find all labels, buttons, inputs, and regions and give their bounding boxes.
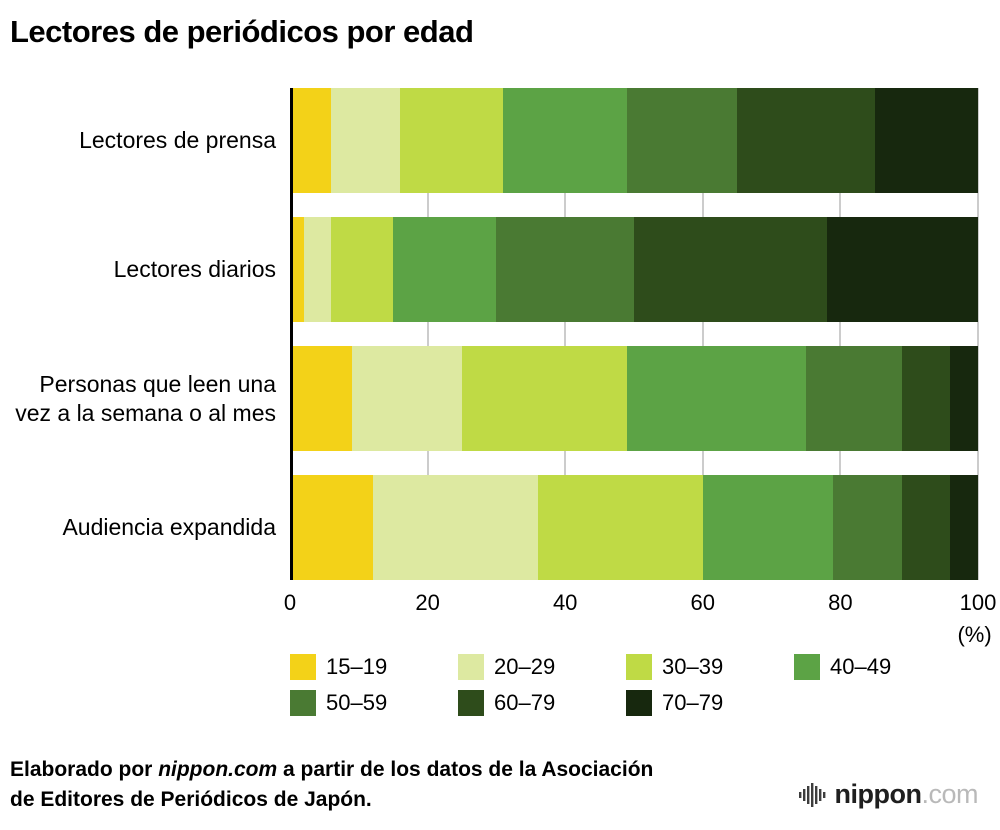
source-prefix: Elaborado por xyxy=(10,758,159,782)
y-axis-line xyxy=(290,88,293,580)
legend-label: 50–59 xyxy=(326,690,388,715)
bar-segment xyxy=(331,217,394,322)
x-axis-ticks: (%) 0 20 40 60 80 100 xyxy=(284,580,996,654)
gridline xyxy=(564,88,567,580)
bar-segment xyxy=(461,346,628,451)
bar-segment xyxy=(372,475,538,580)
bar-segment xyxy=(503,88,628,193)
x-tick-label: 60 xyxy=(690,590,716,615)
legend-swatch xyxy=(458,690,484,716)
nippon-logo: nippon .com xyxy=(798,779,978,810)
legend-item: 15–19 xyxy=(290,654,458,680)
bar-segment xyxy=(290,346,352,451)
x-tick-label: 0 xyxy=(283,590,297,615)
bar-segment xyxy=(290,88,332,193)
gridline xyxy=(426,88,429,580)
footer: Elaborado por nippon.com a partir de los… xyxy=(8,755,978,814)
bar-segment xyxy=(393,217,497,322)
legend-label: 15–19 xyxy=(326,654,388,679)
bar-segment xyxy=(303,217,332,322)
bar-segment xyxy=(627,346,806,451)
legend: 15–19 20–29 30–39 40–49 50–59 60–79 70–79 xyxy=(290,654,978,716)
bar-segment xyxy=(874,88,978,193)
bar-row xyxy=(290,217,978,322)
x-tick-label: 100 xyxy=(959,590,997,615)
bar-segment xyxy=(702,475,834,580)
gridline xyxy=(701,88,704,580)
logo-com-text: .com xyxy=(921,779,978,809)
nippon-logo-icon xyxy=(798,782,825,807)
legend-label: 30–39 xyxy=(662,654,724,679)
category-labels: Lectores de prensa Lectores diarios Person… xyxy=(8,88,290,580)
legend-item: 20–29 xyxy=(458,654,626,680)
bar-segment xyxy=(826,217,978,322)
bar-segment xyxy=(833,475,903,580)
bar-segment xyxy=(537,475,703,580)
legend-label: 20–29 xyxy=(494,654,556,679)
bar-segment xyxy=(902,346,951,451)
x-tick-label: 40 xyxy=(552,590,578,615)
source-suffix: a partir de los datos de la Asociación d… xyxy=(10,758,654,811)
legend-label: 70–79 xyxy=(662,690,724,715)
legend-item: 40–49 xyxy=(794,654,962,680)
category-label: Lectores diarios xyxy=(113,256,276,283)
unit-label: (%) xyxy=(957,622,992,647)
legend-swatch xyxy=(458,654,484,680)
legend-label: 60–79 xyxy=(494,690,556,715)
bar-row xyxy=(290,88,978,193)
bar-segment xyxy=(805,346,903,451)
category-label: Personas que leen una vez a la semana o … xyxy=(15,370,276,426)
bar-segment xyxy=(950,475,978,580)
legend-swatch xyxy=(290,690,316,716)
category-label: Lectores de prensa xyxy=(79,127,276,154)
x-tick-label: 80 xyxy=(828,590,853,615)
legend-item: 30–39 xyxy=(626,654,794,680)
x-axis: (%) 0 20 40 60 80 100 xyxy=(8,580,996,654)
bar-row xyxy=(290,346,978,451)
bar-segment xyxy=(400,88,504,193)
category-label: Audiencia expandida xyxy=(62,514,276,541)
bar-row xyxy=(290,475,978,580)
chart-title: Lectores de periódicos por edad xyxy=(10,14,474,49)
source-text: Elaborado por nippon.com a partir de los… xyxy=(10,755,680,814)
legend-label: 40–49 xyxy=(830,654,892,679)
bar-segment xyxy=(331,88,401,193)
bar-segment xyxy=(950,346,978,451)
legend-item: 60–79 xyxy=(458,690,626,716)
bar-segment xyxy=(633,217,827,322)
gridline xyxy=(839,88,842,580)
legend-swatch xyxy=(626,690,652,716)
bar-segment xyxy=(290,475,373,580)
bar-segment xyxy=(627,88,738,193)
bar-segment xyxy=(351,346,462,451)
bar-segment xyxy=(902,475,951,580)
gridline xyxy=(977,88,979,580)
bar-segment xyxy=(496,217,634,322)
legend-swatch xyxy=(290,654,316,680)
logo-nippon-text: nippon xyxy=(834,779,922,809)
plot xyxy=(290,88,979,580)
bar-segment xyxy=(737,88,875,193)
axis-spacer xyxy=(8,580,290,654)
source-site: nippon.com xyxy=(158,758,278,782)
legend-swatch xyxy=(794,654,820,680)
x-tick-label: 20 xyxy=(415,590,440,615)
bar-segment xyxy=(290,217,304,322)
legend-item: 50–59 xyxy=(290,690,458,716)
chart: Lectores de prensa Lectores diarios Person… xyxy=(8,88,979,580)
legend-swatch xyxy=(626,654,652,680)
legend-item: 70–79 xyxy=(626,690,794,716)
